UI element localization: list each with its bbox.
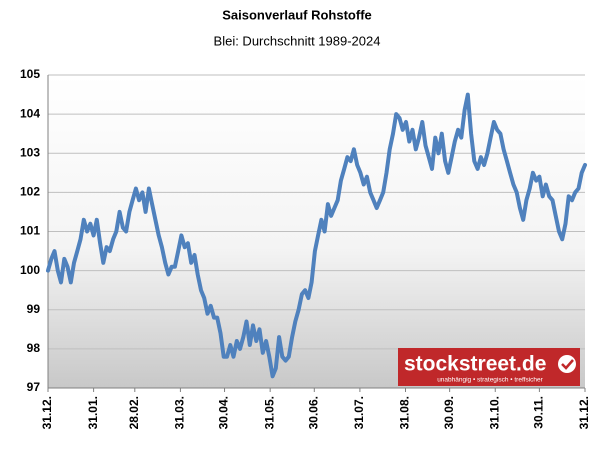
logo: stockstreet.de unabhängig • strategisch … bbox=[398, 348, 580, 386]
chart-subtitle: Blei: Durchschnitt 1989-2024 bbox=[214, 33, 381, 48]
x-tick-label: 30.06. bbox=[306, 396, 320, 429]
x-tick-label: 31.12. bbox=[40, 396, 54, 429]
y-tick-label: 101 bbox=[20, 224, 40, 238]
x-tick-label: 31.08. bbox=[398, 396, 412, 429]
chart-title: Saisonverlauf Rohstoffe bbox=[222, 7, 372, 22]
x-tick-label: 31.01. bbox=[86, 396, 100, 429]
y-tick-label: 97 bbox=[27, 380, 41, 394]
x-tick-label: 31.05. bbox=[262, 396, 276, 429]
x-tick-label: 30.11. bbox=[532, 396, 546, 429]
logo-check bbox=[561, 359, 574, 370]
y-tick-label: 105 bbox=[20, 67, 40, 81]
logo-name: stockstreet.de bbox=[404, 353, 546, 376]
data-line bbox=[46, 92, 587, 379]
logo-icon bbox=[558, 355, 576, 373]
y-tick-label: 103 bbox=[20, 145, 40, 159]
y-tick-label: 99 bbox=[27, 302, 41, 316]
y-tick-label: 100 bbox=[20, 263, 40, 277]
x-tick-label: 31.10. bbox=[487, 396, 501, 429]
x-tick-label: 31.07. bbox=[352, 396, 366, 429]
x-tick-label: 28.02. bbox=[127, 396, 141, 429]
x-tick-label: 30.09. bbox=[442, 396, 456, 429]
y-tick-label: 102 bbox=[20, 185, 40, 199]
y-tick-label: 104 bbox=[20, 106, 40, 120]
x-tick-label: 30.04. bbox=[217, 396, 231, 429]
x-tick-label: 31.03. bbox=[173, 396, 187, 429]
y-tick-label: 98 bbox=[27, 341, 41, 355]
x-tick-label: 31.12. bbox=[577, 396, 591, 429]
logo-box bbox=[398, 348, 580, 386]
logo-tagline: unabhängig • strategisch • treffsicher bbox=[437, 377, 543, 384]
